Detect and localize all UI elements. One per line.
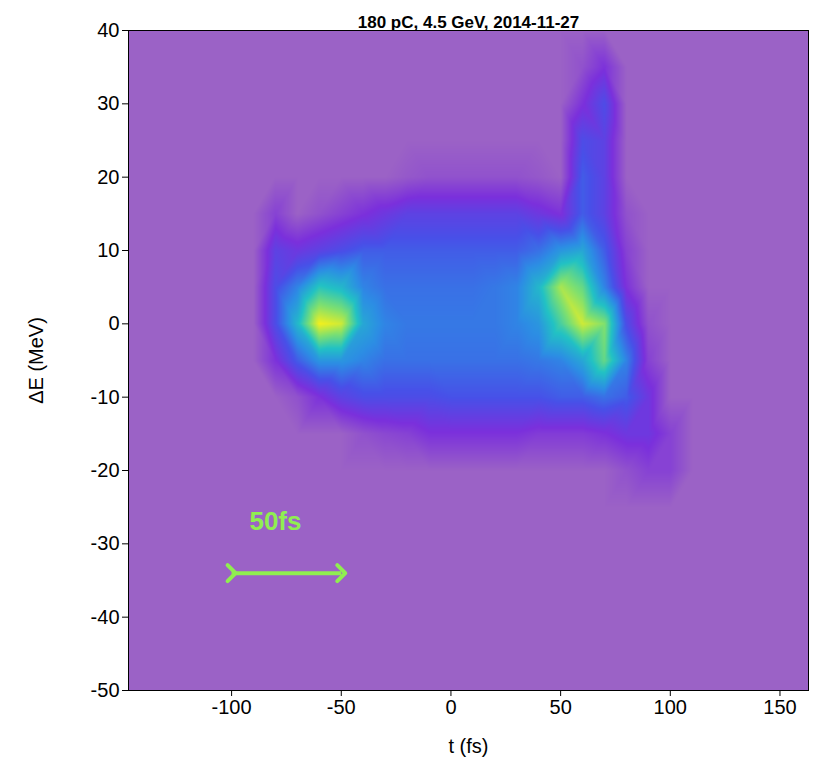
svg-text:-50: -50 bbox=[327, 696, 356, 718]
svg-text:-50: -50 bbox=[91, 679, 120, 701]
svg-text:0: 0 bbox=[108, 312, 119, 334]
svg-text:180 pC, 4.5 GeV, 2014-11-27: 180 pC, 4.5 GeV, 2014-11-27 bbox=[358, 13, 579, 32]
svg-text:50: 50 bbox=[550, 696, 572, 718]
svg-text:ΔE (MeV): ΔE (MeV) bbox=[25, 317, 47, 404]
svg-text:-100: -100 bbox=[212, 696, 252, 718]
svg-text:-40: -40 bbox=[91, 606, 120, 628]
svg-text:40: 40 bbox=[97, 19, 119, 41]
svg-text:-20: -20 bbox=[91, 459, 120, 481]
svg-text:0: 0 bbox=[445, 696, 456, 718]
svg-text:10: 10 bbox=[97, 239, 119, 261]
svg-text:t (fs): t (fs) bbox=[449, 735, 489, 757]
svg-text:50fs: 50fs bbox=[249, 506, 301, 536]
svg-text:100: 100 bbox=[654, 696, 687, 718]
svg-text:-30: -30 bbox=[91, 532, 120, 554]
svg-text:150: 150 bbox=[763, 696, 796, 718]
svg-text:30: 30 bbox=[97, 92, 119, 114]
svg-text:20: 20 bbox=[97, 166, 119, 188]
svg-text:-10: -10 bbox=[91, 386, 120, 408]
